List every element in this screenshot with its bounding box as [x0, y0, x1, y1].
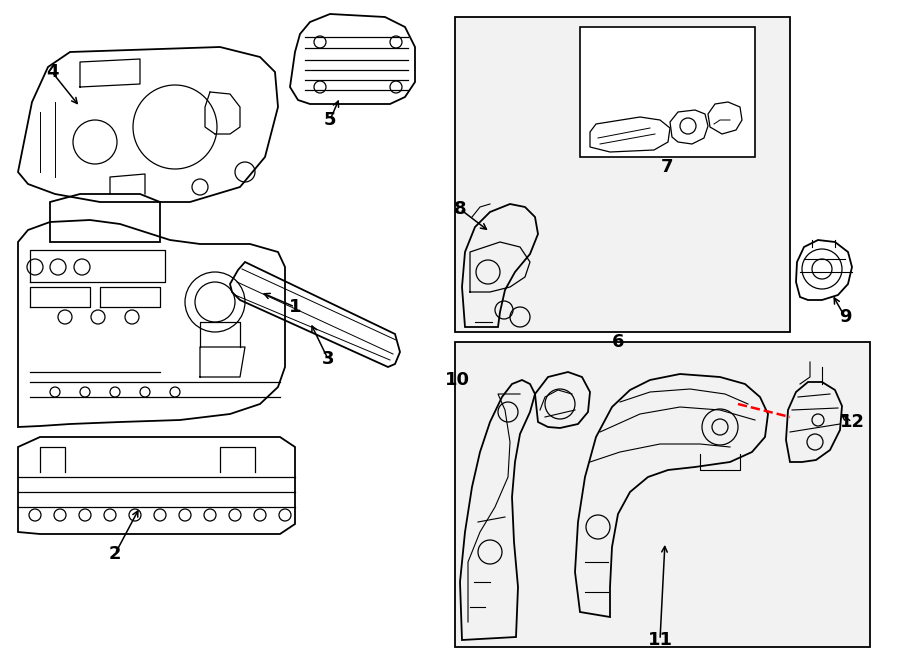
Text: 12: 12 [840, 413, 865, 431]
Text: 5: 5 [324, 111, 337, 129]
Text: 3: 3 [322, 350, 334, 368]
Text: 4: 4 [46, 63, 58, 81]
Text: 8: 8 [454, 200, 466, 218]
Text: 10: 10 [445, 371, 470, 389]
Bar [455, 17, 790, 332]
Text: 7: 7 [661, 158, 673, 176]
Text: 2: 2 [109, 545, 122, 563]
Text: 6: 6 [612, 333, 625, 351]
Bar [580, 27, 755, 157]
Text: 11: 11 [647, 631, 672, 649]
Text: 9: 9 [839, 308, 851, 326]
Text: 1: 1 [289, 298, 302, 316]
Bar [455, 342, 870, 647]
